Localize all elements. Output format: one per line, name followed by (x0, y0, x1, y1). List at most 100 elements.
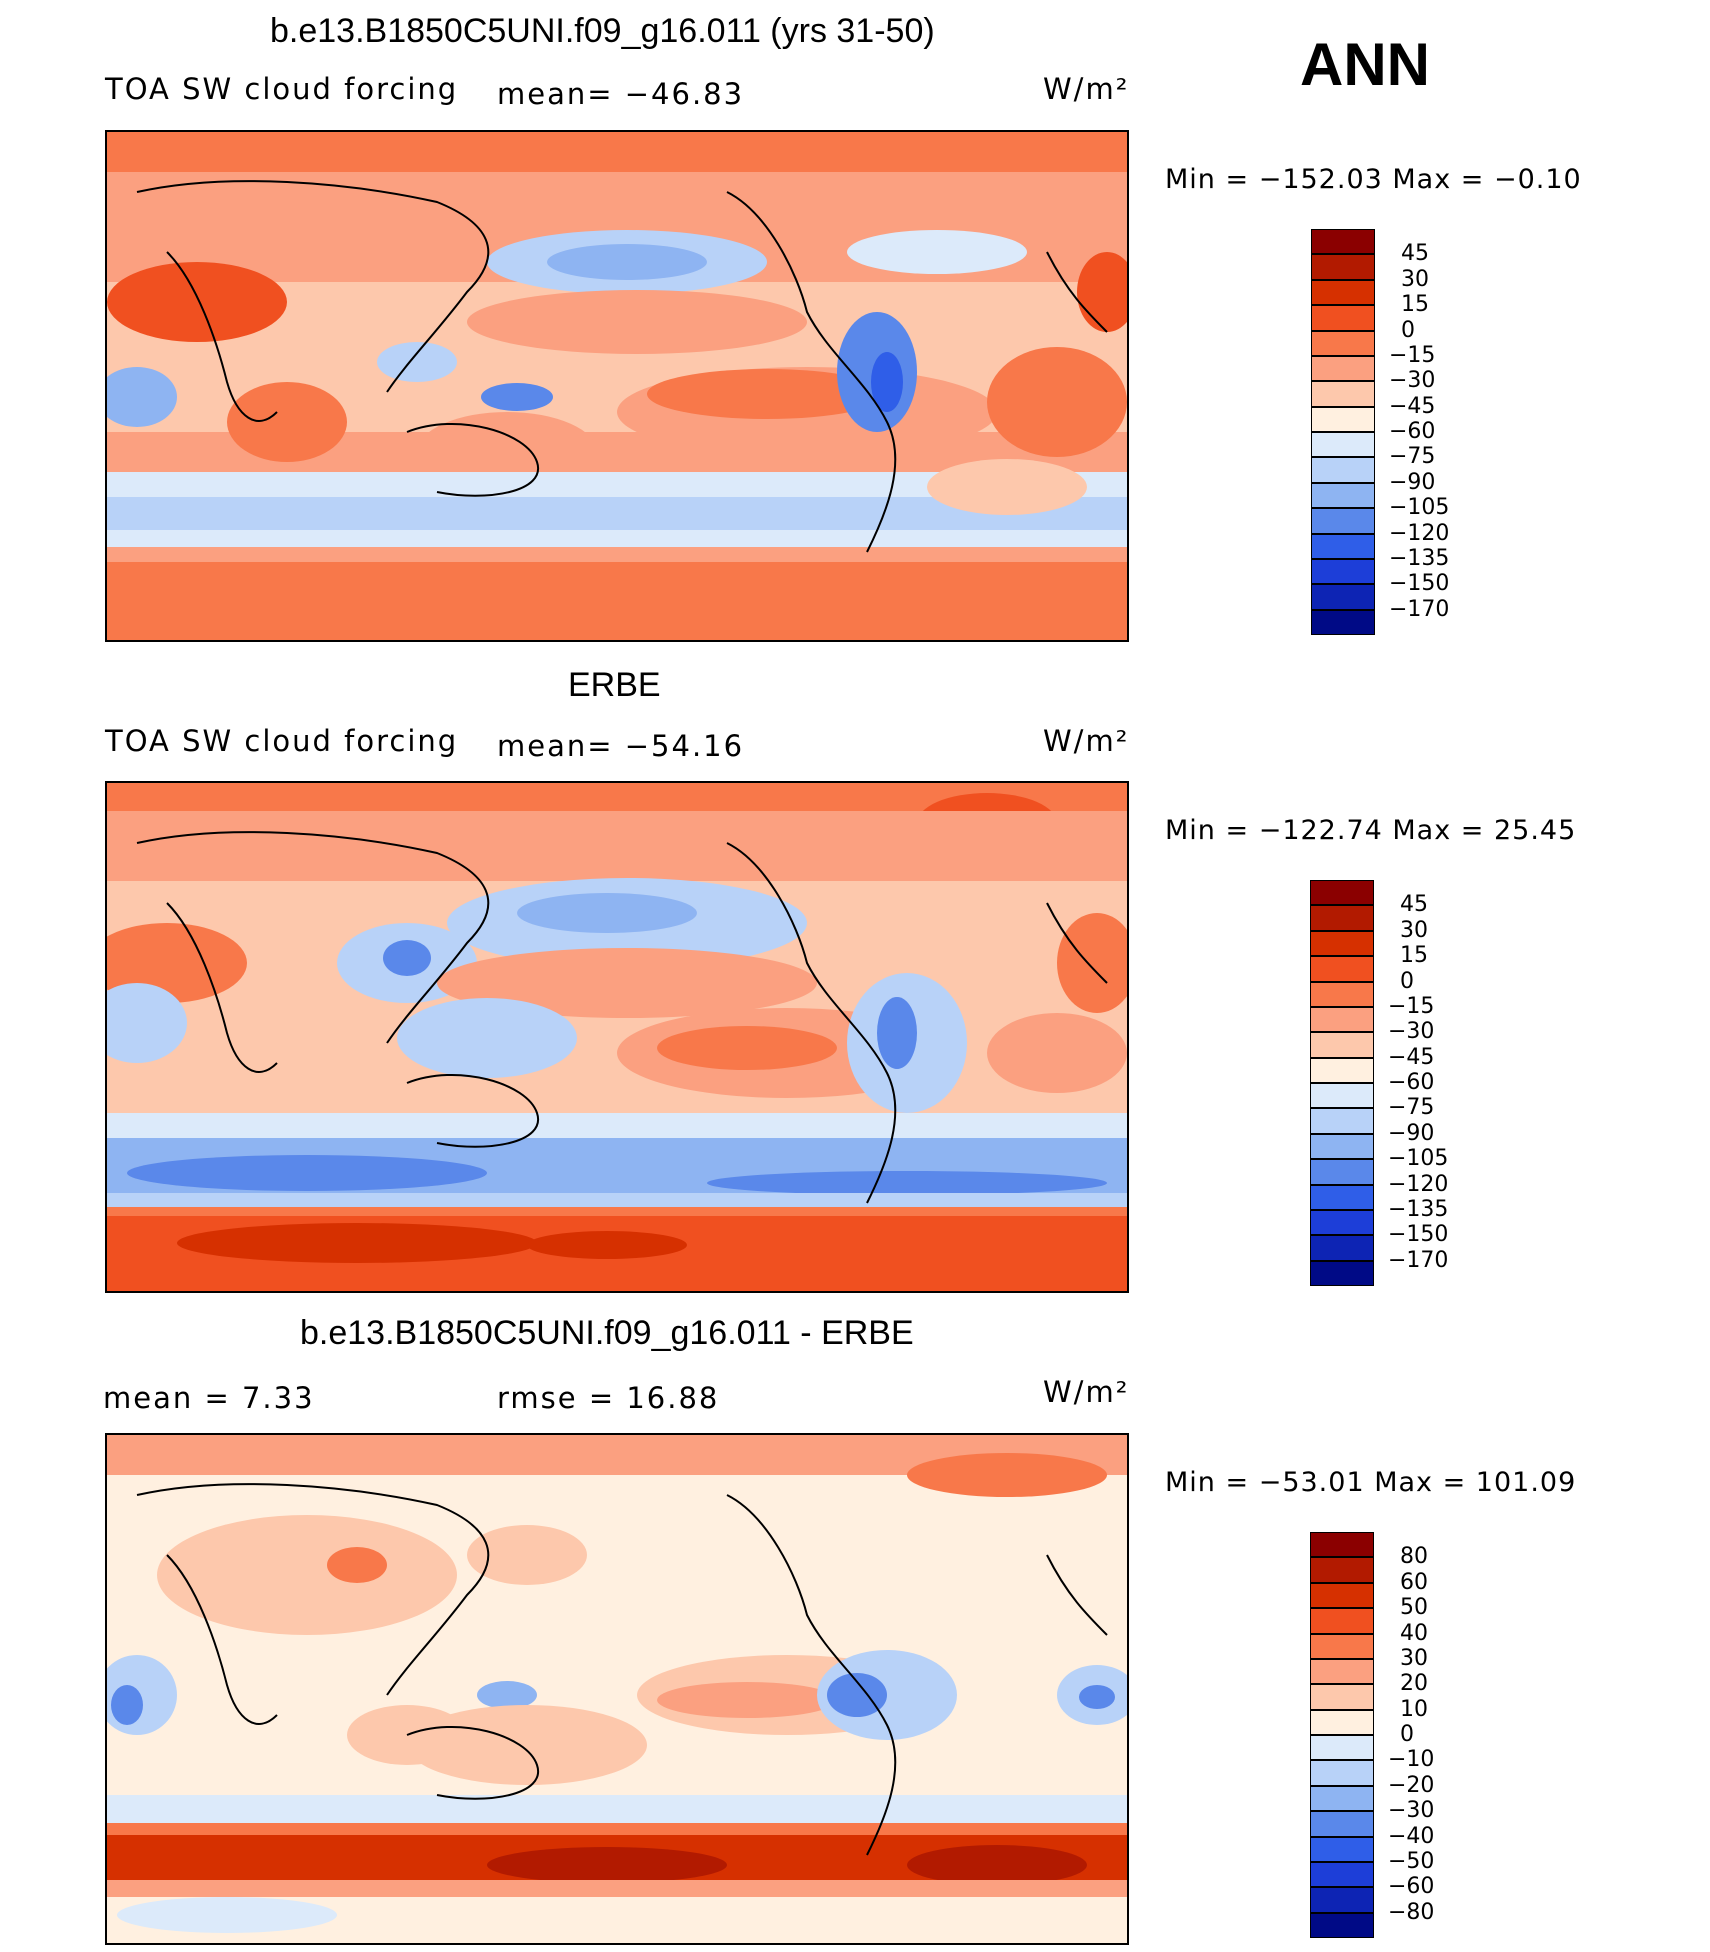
colorbar-swatch (1310, 1735, 1374, 1761)
panel-1-units: W/m² (1043, 72, 1130, 106)
colorbar-tick-label: −45 (1389, 393, 1436, 419)
colorbar-tick-label: 80 (1400, 1544, 1428, 1570)
panel-3-map-plot (97, 1435, 1137, 1943)
colorbar-tick-label: 15 (1400, 943, 1428, 969)
colorbar-tick-label: 50 (1400, 1595, 1428, 1621)
colorbar-tick-label: −120 (1388, 1171, 1449, 1197)
colorbar-swatch (1311, 305, 1375, 331)
panel-2-colorbar: 45 30 15 0 −15 −30 −45 −60 −75 −90 −105 −120 −135 −15… (1310, 880, 1448, 1286)
colorbar-tick-label: 0 (1400, 968, 1414, 994)
colorbar-tick-label: 40 (1400, 1620, 1428, 1646)
panel-2-map (87, 781, 1137, 1293)
colorbar-tick-label: −30 (1388, 1019, 1435, 1045)
colorbar-swatch (1311, 558, 1375, 585)
colorbar-swatch (1311, 508, 1375, 534)
colorbar-tick-label: −150 (1389, 571, 1450, 597)
colorbar-swatch (1310, 981, 1374, 1007)
colorbar-swatch (1310, 930, 1374, 957)
colorbar-tick-label: −135 (1389, 545, 1450, 571)
colorbar-swatch (1310, 1760, 1374, 1786)
colorbar-swatch (1310, 1235, 1374, 1261)
colorbar-swatch (1310, 1159, 1374, 1185)
colorbar-tick-label: −50 (1388, 1848, 1435, 1874)
colorbar-swatch (1310, 1633, 1374, 1659)
colorbar-swatch (1310, 1006, 1374, 1033)
colorbar-swatch (1310, 1108, 1374, 1134)
colorbar-swatch (1310, 1861, 1374, 1888)
panel-3-mean-label: mean = 7.33 (103, 1381, 315, 1415)
colorbar-swatch (1310, 1083, 1374, 1109)
colorbar-tick-label: −105 (1389, 495, 1450, 521)
colorbar-tick-label: −90 (1389, 469, 1436, 495)
colorbar-tick-label: −10 (1388, 1747, 1435, 1773)
colorbar-tick-label: 10 (1400, 1696, 1428, 1722)
colorbar-swatch (1311, 432, 1375, 458)
colorbar-swatch (1310, 1608, 1374, 1634)
colorbar-tick-label: −135 (1388, 1196, 1449, 1222)
panel-3-map (97, 1433, 1137, 1945)
panel-2-units: W/m² (1043, 724, 1130, 758)
colorbar-tick-label: −60 (1388, 1070, 1435, 1095)
colorbar-tick-label: −45 (1388, 1044, 1435, 1070)
colorbar-swatch (1311, 355, 1375, 382)
colorbar-tick-label: −40 (1388, 1823, 1435, 1849)
colorbar-swatch (1310, 1887, 1374, 1913)
colorbar-swatch (1310, 1912, 1374, 1938)
colorbar-tick-label: 0 (1401, 317, 1415, 343)
colorbar-tick-label: −60 (1389, 419, 1436, 444)
colorbar-tick-label: −15 (1389, 342, 1436, 368)
colorbar-tick-label: 30 (1401, 266, 1429, 292)
colorbar-swatch (1310, 880, 1374, 906)
panel-3-title: b.e13.B1850C5UNI.f09_g16.011 - ERBE (300, 1314, 914, 1352)
colorbar-swatch (1310, 956, 1374, 982)
colorbar-tick-label: −20 (1388, 1772, 1435, 1798)
colorbar-swatch (1311, 229, 1375, 255)
panel-1-title: b.e13.B1850C5UNI.f09_g16.011 (yrs 31-50) (270, 12, 935, 50)
colorbar-tick-label: −80 (1388, 1899, 1435, 1925)
colorbar-tick-label: −105 (1388, 1146, 1449, 1172)
panel-1-variable-label: TOA SW cloud forcing (105, 72, 459, 106)
colorbar-swatch (1310, 1684, 1374, 1710)
colorbar-swatch (1311, 533, 1375, 559)
colorbar-tick-label: −120 (1389, 520, 1450, 546)
colorbar-tick-label: 60 (1400, 1569, 1428, 1595)
colorbar-swatch (1310, 1785, 1374, 1812)
colorbar-swatch (1310, 1709, 1374, 1735)
colorbar-tick-label: −15 (1388, 993, 1435, 1019)
colorbar-swatch (1310, 1032, 1374, 1058)
colorbar-tick-label: −150 (1388, 1222, 1449, 1248)
colorbar-swatch (1310, 1184, 1374, 1210)
colorbar-swatch (1310, 1811, 1374, 1837)
colorbar-swatch (1311, 381, 1375, 407)
panel-3-units: W/m² (1043, 1375, 1130, 1409)
panel-1-mean-label: mean= −46.83 (497, 77, 745, 111)
colorbar-tick-label: 15 (1401, 292, 1429, 318)
colorbar-tick-label: −75 (1389, 444, 1436, 470)
colorbar-tick-label: −60 (1388, 1874, 1435, 1900)
colorbar-tick-label: −90 (1388, 1120, 1435, 1146)
colorbar-tick-label: −170 (1389, 596, 1450, 622)
panel-2-title: ERBE (568, 666, 661, 704)
colorbar-tick-label: 45 (1400, 892, 1428, 918)
colorbar-swatch (1310, 1557, 1374, 1583)
colorbar-swatch (1311, 609, 1375, 635)
panel-1-map-plot (97, 132, 1137, 640)
panel-2-map-plot (87, 783, 1137, 1291)
colorbar-swatch (1311, 279, 1375, 306)
colorbar-swatch (1310, 1836, 1374, 1862)
colorbar-swatch (1311, 482, 1375, 509)
colorbar-swatch (1310, 1658, 1374, 1685)
panel-3-colorbar: 80 60 50 40 30 20 10 0 −10 −20 −30 −40 −50 −60 −80 (1310, 1532, 1434, 1938)
colorbar-swatch (1311, 457, 1375, 483)
colorbar-swatch (1310, 1057, 1374, 1083)
panel-2-variable-label: TOA SW cloud forcing (105, 724, 459, 758)
colorbar-tick-label: 30 (1400, 917, 1428, 943)
panel-1-colorbar: 45 30 15 0 −15 −30 −45 −60 −75 −90 −105 −120 −135 −15… (1311, 229, 1449, 635)
season-label: ANN (1300, 31, 1430, 98)
colorbar-swatch (1310, 1582, 1374, 1609)
colorbar-tick-label: −30 (1388, 1798, 1435, 1824)
colorbar-tick-label: 30 (1400, 1645, 1428, 1671)
colorbar-tick-label: 20 (1400, 1671, 1428, 1697)
panel-2-minmax: Min = −122.74 Max = 25.45 (1165, 815, 1577, 846)
colorbar-tick-label: −170 (1388, 1247, 1449, 1273)
